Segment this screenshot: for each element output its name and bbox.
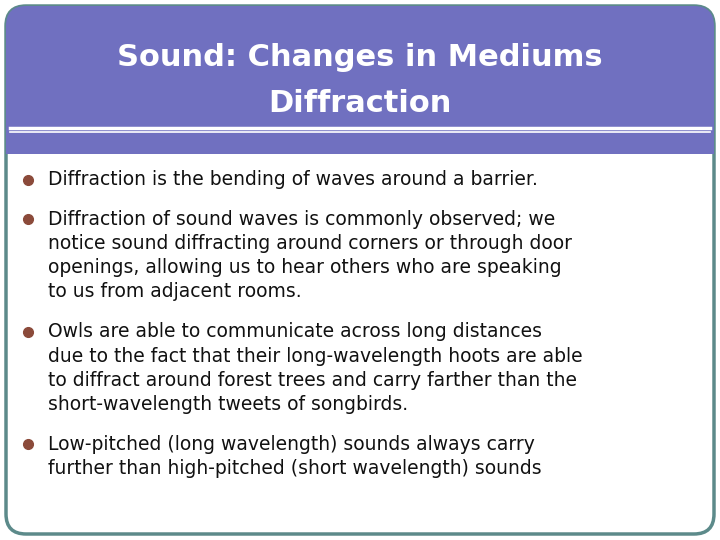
Text: Diffraction: Diffraction bbox=[269, 90, 451, 118]
Text: Diffraction is the bending of waves around a barrier.: Diffraction is the bending of waves arou… bbox=[48, 170, 538, 189]
FancyBboxPatch shape bbox=[6, 6, 714, 534]
Text: Owls are able to communicate across long distances
due to the fact that their lo: Owls are able to communicate across long… bbox=[48, 322, 582, 414]
Text: Low-pitched (long wavelength) sounds always carry
further than high-pitched (sho: Low-pitched (long wavelength) sounds alw… bbox=[48, 435, 541, 478]
Text: Diffraction of sound waves is commonly observed; we
notice sound diffracting aro: Diffraction of sound waves is commonly o… bbox=[48, 210, 572, 301]
Bar bbox=[6, 132, 714, 154]
FancyBboxPatch shape bbox=[6, 6, 714, 154]
Text: Sound: Changes in Mediums: Sound: Changes in Mediums bbox=[117, 44, 603, 72]
